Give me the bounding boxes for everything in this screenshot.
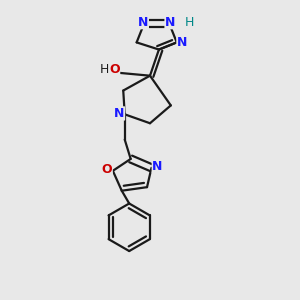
Text: O: O [109,63,120,76]
Text: N: N [152,160,163,173]
Text: N: N [114,107,124,120]
Text: O: O [102,163,112,176]
Text: H: H [184,16,194,29]
Text: N: N [165,16,175,29]
Text: N: N [177,36,187,49]
Text: H: H [100,63,110,76]
Text: N: N [138,16,148,29]
